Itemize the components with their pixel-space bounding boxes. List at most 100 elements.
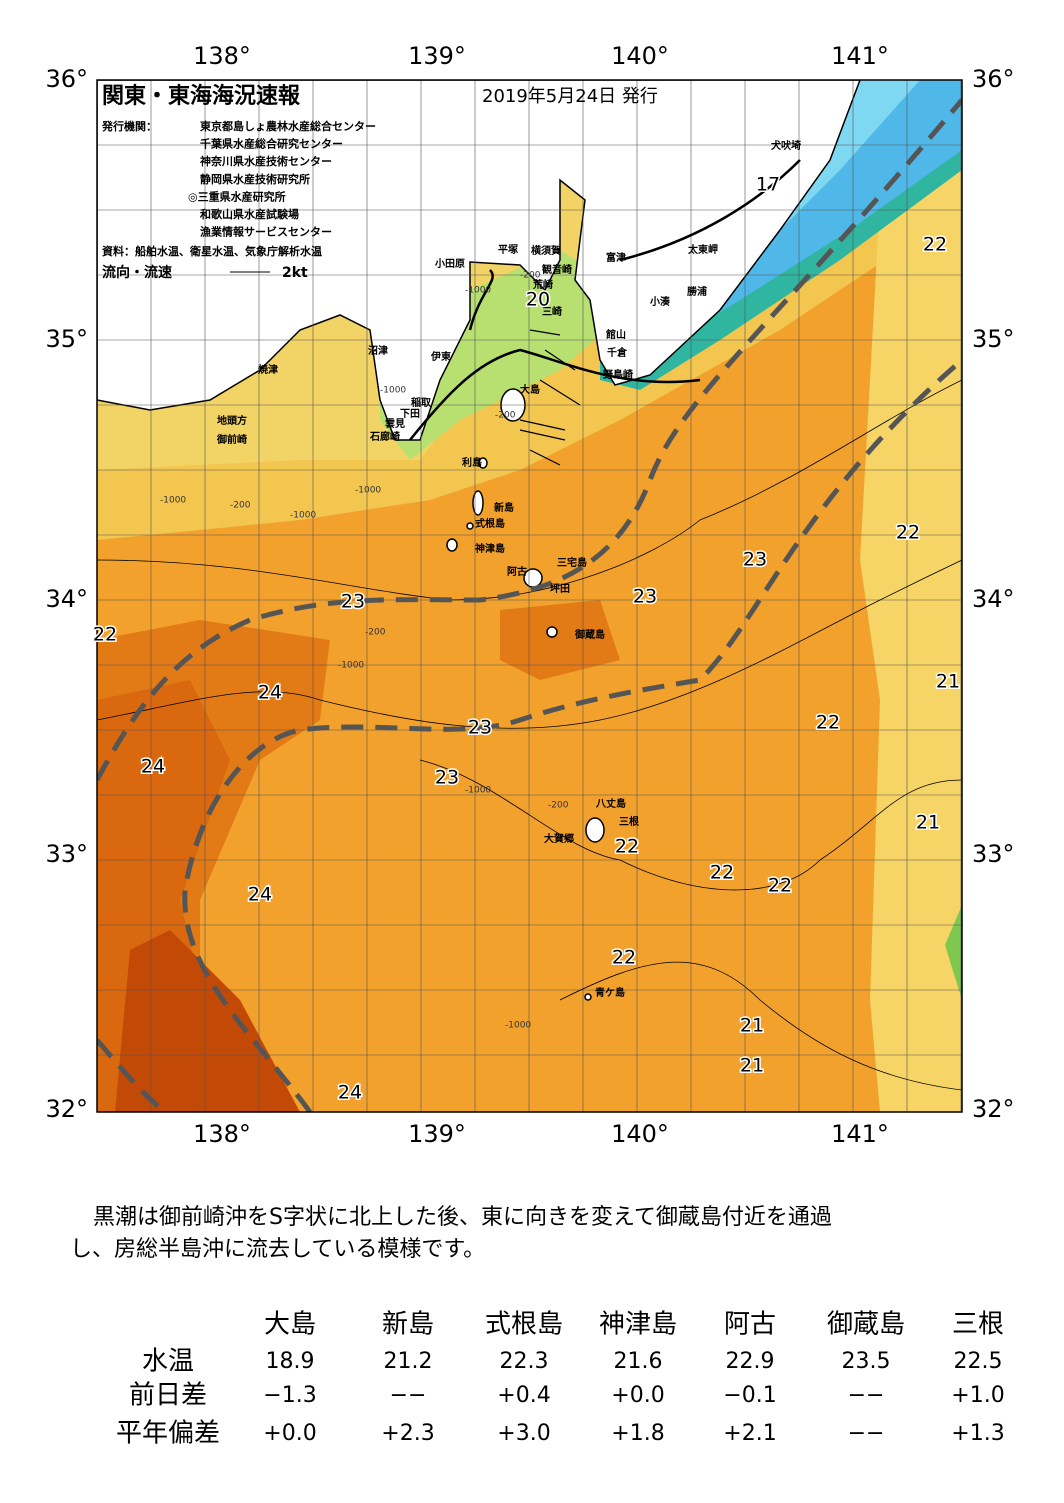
place-label: 三崎 (542, 305, 562, 318)
kuroshio (97, 98, 962, 1112)
depth-label: -1000 (380, 386, 406, 396)
place-label: 太東岬 (687, 243, 718, 256)
place-label: 焼津 (258, 363, 278, 376)
place-label: 富津 (606, 251, 626, 264)
table-cell: +3.0 (497, 1421, 550, 1446)
contour-label: 21 (936, 671, 960, 693)
table-cell: +0.0 (263, 1421, 316, 1446)
table-header: 三根 (952, 1310, 1004, 1340)
contour-label: 20 (526, 289, 550, 311)
place-label: 三宅島 (557, 556, 587, 569)
table-cell: 23.5 (842, 1349, 891, 1374)
table-cell: +2.3 (381, 1421, 434, 1446)
lon-label: 138° (193, 1120, 251, 1148)
legend-label: 流向・流速 (102, 264, 172, 281)
place-label: 青ケ島 (595, 986, 625, 999)
issue-date: 2019年5月24日 発行 (482, 86, 658, 107)
place-label: 小田原 (434, 257, 465, 270)
table-header: 神津島 (599, 1310, 677, 1340)
place-label: 式根島 (475, 517, 505, 530)
table-cell: +0.0 (611, 1383, 664, 1408)
legend-scale: 2kt (282, 265, 308, 281)
contour-label: 24 (258, 682, 282, 704)
depth-label: -1000 (290, 511, 316, 521)
table-cell: 22.3 (500, 1349, 549, 1374)
contour-label: 23 (341, 591, 365, 613)
contour-label: 22 (710, 862, 734, 884)
table-cell: −− (848, 1421, 885, 1446)
place-label: 横須賀 (531, 244, 561, 257)
place-label: 伊東 (430, 350, 451, 363)
place-label: 神津島 (475, 542, 505, 555)
place-label: 八丈島 (595, 797, 626, 810)
table-cell: 22.9 (726, 1349, 775, 1374)
place-label: 三根 (619, 815, 639, 828)
lat-label: 36° (45, 65, 88, 93)
map (97, 80, 962, 1112)
depth-label: -1000 (160, 496, 186, 506)
depth-label: -200 (365, 628, 386, 638)
place-label: 御蔵島 (574, 628, 605, 641)
lon-label: 139° (408, 42, 466, 70)
lon-label: 140° (611, 1120, 669, 1148)
depth-label: -1000 (355, 486, 381, 496)
issuer: 漁業情報サービスセンター (200, 225, 332, 239)
place-label: 野島崎 (603, 368, 633, 381)
issuer: 千葉県水産総合研究センター (200, 137, 343, 151)
place-label: 新島 (494, 501, 514, 514)
table-cell: −1.3 (263, 1383, 316, 1408)
table-cell: +2.1 (723, 1421, 776, 1446)
lat-label: 35° (972, 325, 1015, 353)
table-cell: 21.6 (614, 1349, 663, 1374)
lat-label: 34° (972, 585, 1015, 613)
contour-label: 22 (768, 875, 792, 897)
row-label: 平年偏差 (116, 1419, 220, 1449)
issuer: 静岡県水産技術研究所 (200, 172, 310, 186)
place-label: 館山 (605, 328, 626, 341)
lon-label: 140° (611, 42, 669, 70)
issuer: 神奈川県水産技術センター (200, 154, 332, 168)
place-label: 雲見 (385, 418, 405, 430)
depth-label: -200 (548, 801, 569, 811)
contour-label: 21 (740, 1015, 764, 1037)
lat-label: 33° (45, 840, 88, 868)
description-line: 黒潮は御前崎沖をS字状に北上した後、東に向きを変えて御蔵島付近を通過 (93, 1205, 832, 1230)
table-cell: −− (848, 1383, 885, 1408)
issuer: 和歌山県水産試験場 (200, 207, 299, 221)
depth-label: -1000 (465, 286, 491, 296)
lon-label: 141° (831, 1120, 889, 1148)
issuer: 東京都島しょ農林水産総合センター (200, 119, 376, 133)
place-label: 阿古 (507, 565, 527, 578)
table-cell: −0.1 (723, 1383, 776, 1408)
place-label: 小湊 (649, 295, 671, 308)
place-label: 稲取 (411, 396, 432, 409)
contour-label: 22 (615, 836, 639, 858)
place-label: 坪田 (550, 582, 570, 595)
table-cell: 18.9 (266, 1349, 315, 1374)
table-cell: +1.8 (611, 1421, 664, 1446)
place-label: 大島 (520, 383, 540, 396)
table-header: 大島 (264, 1310, 316, 1340)
table-cell: 22.5 (954, 1349, 1003, 1374)
lat-label: 34° (45, 585, 88, 613)
table-header: 御蔵島 (827, 1310, 905, 1340)
depth-label: -200 (520, 271, 541, 281)
issuer-label: 発行機関： (101, 119, 157, 133)
place-label: 利島 (462, 456, 482, 469)
table-header: 新島 (382, 1310, 434, 1340)
title: 関東・東海海況速報 (102, 83, 301, 109)
lat-label: 33° (972, 840, 1015, 868)
place-label: 観音崎 (542, 263, 572, 276)
contour-label: 22 (612, 947, 636, 969)
depth-label: -1000 (338, 661, 364, 671)
depth-label: -1000 (465, 786, 491, 796)
row-label: 前日差 (129, 1381, 207, 1411)
place-label: 石廊崎 (369, 430, 400, 443)
contour-label: 17 (756, 174, 780, 196)
place-label: 御前崎 (216, 433, 247, 446)
place-label: 犬吠埼 (771, 139, 801, 152)
source: 資料：船舶水温、衛星水温、気象庁解析水温 (102, 244, 322, 258)
contour-label: 24 (141, 756, 165, 778)
contour-label: 22 (816, 712, 840, 734)
